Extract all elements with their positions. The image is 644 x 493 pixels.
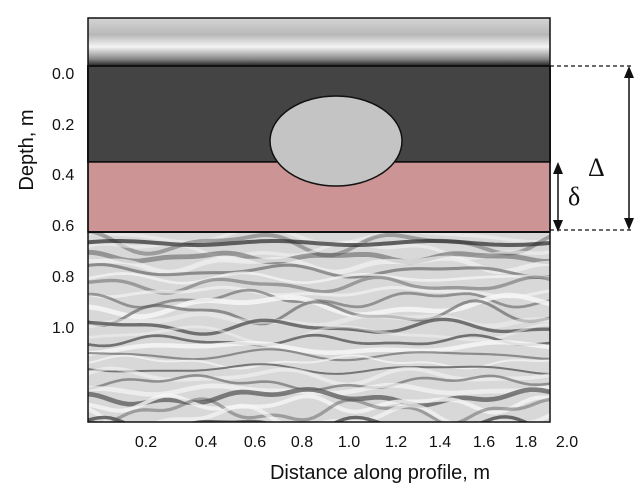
- y-tick-label: 0.2: [52, 117, 74, 134]
- x-tick-label: 2.0: [556, 434, 578, 451]
- surface-radargram-strip: [88, 18, 550, 66]
- radargram-texture: [88, 233, 550, 422]
- x-tick-label: 1.4: [429, 434, 451, 451]
- radargram-band: [88, 393, 550, 415]
- radargram-band: [88, 386, 550, 408]
- y-tick-label: 1.0: [52, 320, 74, 337]
- x-tick-label: 0.8: [291, 434, 313, 451]
- radargram-band: [88, 262, 550, 279]
- y-tick-label: 0.4: [52, 167, 74, 184]
- radargram-band: [88, 363, 550, 375]
- x-tick-label: 0.2: [135, 434, 157, 451]
- radargram-band: [88, 339, 550, 356]
- radargram-band: [88, 333, 550, 348]
- y-axis-title: Depth, m: [16, 109, 38, 190]
- x-tick-label: 1.0: [338, 434, 360, 451]
- total-thickness-symbol: Δ: [588, 153, 605, 182]
- x-tick-label: 0.4: [195, 434, 217, 451]
- radargram-band: [88, 348, 550, 362]
- radargram-band: [88, 397, 550, 422]
- radargram-band: [88, 366, 550, 387]
- layer-thickness-symbol: δ: [568, 182, 580, 211]
- radargram-band: [88, 299, 550, 327]
- y-tick-label: 0.6: [52, 218, 74, 235]
- radargram-reflection: [88, 239, 550, 247]
- y-tick-label: 0.0: [52, 66, 74, 83]
- total-thickness-arrow: [624, 66, 634, 230]
- x-tick-label: 1.6: [473, 434, 495, 451]
- radargram-band: [88, 322, 550, 346]
- y-tick-label: 0.8: [52, 269, 74, 286]
- x-tick-label: 1.8: [515, 434, 537, 451]
- x-tick-label: 1.2: [385, 434, 407, 451]
- radargram-band: [88, 311, 550, 329]
- plot-frame: [87, 17, 551, 423]
- radargram-band: [88, 271, 550, 285]
- radargram-band: [88, 285, 550, 299]
- x-tick-label: 0.6: [244, 434, 266, 451]
- inclusion-ellipse: [269, 95, 403, 187]
- layer-thickness-arrow: [553, 162, 563, 232]
- radargram-band: [88, 317, 550, 336]
- radargram-band: [88, 249, 550, 265]
- x-axis-title: Distance along profile, m: [270, 462, 490, 484]
